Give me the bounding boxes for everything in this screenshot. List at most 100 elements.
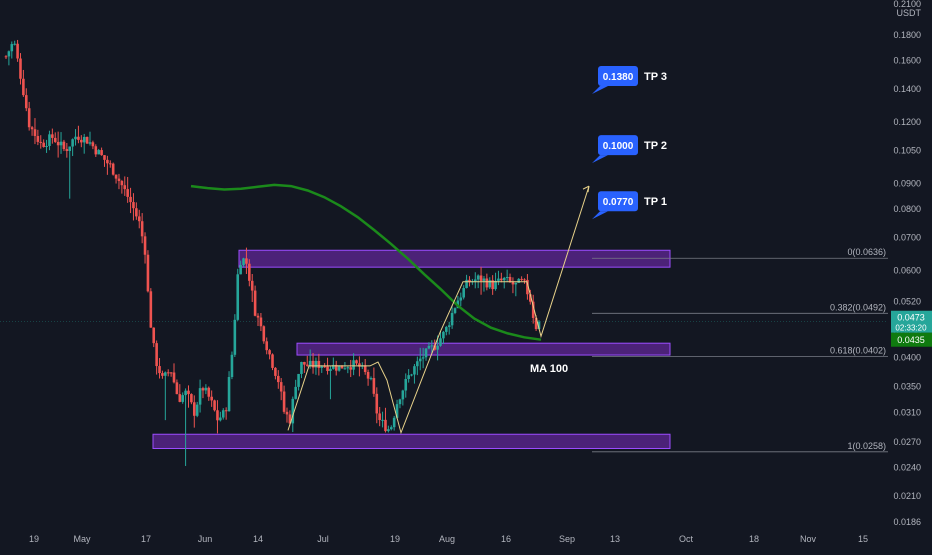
candle-body <box>68 146 72 151</box>
candle-body <box>329 368 332 371</box>
candle-body <box>172 372 176 383</box>
candle-body <box>213 400 216 411</box>
candle-body <box>158 366 161 374</box>
target-name: TP 3 <box>644 71 667 83</box>
target-value: 0.0770 <box>603 197 634 208</box>
candle-body <box>526 279 529 295</box>
candle-body <box>465 279 468 289</box>
candle-body <box>250 280 254 291</box>
current-price-tag <box>891 310 932 333</box>
candle-body <box>10 44 14 52</box>
candle-body <box>88 142 92 144</box>
candle-body <box>468 279 471 283</box>
candle-body <box>421 357 425 359</box>
candle-body <box>39 141 43 143</box>
candle-body <box>97 150 100 155</box>
candle-body <box>398 399 402 405</box>
candle-body <box>436 345 439 350</box>
candle-body <box>161 373 164 376</box>
candle-body <box>33 129 37 137</box>
candle-body <box>169 372 173 374</box>
candle-body <box>485 278 489 288</box>
price-tick: 0.0700 <box>893 233 921 243</box>
candle-body <box>494 280 497 290</box>
candle-body <box>181 395 185 402</box>
candle-body <box>473 279 477 282</box>
candle-body <box>7 51 11 57</box>
candle-body <box>204 387 208 391</box>
time-tick: Nov <box>800 534 817 544</box>
candle-body <box>36 136 40 142</box>
ma-price-value: 0.0435 <box>897 335 925 345</box>
candle-body <box>445 327 448 332</box>
candle-body <box>401 390 405 400</box>
candle-body <box>537 321 541 330</box>
candle-body <box>453 308 457 313</box>
candle-body <box>242 258 245 266</box>
candles-layer <box>4 39 541 466</box>
candle-body <box>120 181 124 186</box>
candle-body <box>152 327 156 344</box>
candle-body <box>314 360 318 368</box>
candle-body <box>45 146 48 148</box>
candle-body <box>190 394 193 403</box>
candle-body <box>404 378 408 391</box>
candle-body <box>56 141 60 146</box>
candle-body <box>192 402 196 416</box>
candle-body <box>462 288 465 298</box>
candle-body <box>288 414 292 424</box>
candle-body <box>520 278 523 280</box>
candle-body <box>514 282 518 285</box>
projection-layer <box>287 185 590 435</box>
candle-body <box>166 372 170 374</box>
candle-body <box>387 429 390 432</box>
price-tick: 0.0400 <box>893 353 921 363</box>
target-pointer <box>592 86 608 95</box>
candle-body <box>358 363 361 367</box>
candle-body <box>236 274 240 320</box>
candle-body <box>476 275 480 280</box>
target-box <box>598 66 638 87</box>
candle-body <box>219 417 222 421</box>
time-tick: Jun <box>198 534 213 544</box>
candle-body <box>502 277 506 281</box>
candle-body <box>140 221 144 237</box>
support-zone-low <box>152 433 671 449</box>
candle-body <box>262 326 266 342</box>
candle-body <box>320 366 324 368</box>
candle-body <box>207 387 211 397</box>
candle-body <box>51 134 54 138</box>
candle-body <box>482 278 486 281</box>
candle-body <box>355 360 358 364</box>
price-tick: 0.1400 <box>893 84 921 94</box>
candle-body <box>48 134 51 147</box>
candle-body <box>523 279 526 281</box>
candle-body <box>427 345 431 349</box>
candle-body <box>164 372 167 376</box>
candle-body <box>534 317 538 330</box>
candle-body <box>517 278 521 283</box>
targets-layer: 0.1380 TP 3 0.1000 TP 2 0.0770 TP 1 <box>592 66 667 220</box>
time-tick: 13 <box>610 534 620 544</box>
candle-body <box>450 312 454 326</box>
target-pointer <box>592 155 608 164</box>
candle-body <box>248 263 251 281</box>
candle-body <box>77 136 80 140</box>
candle-body <box>149 291 153 328</box>
candle-body <box>424 348 428 358</box>
candle-body <box>221 410 225 418</box>
candle-body <box>279 382 283 392</box>
price-tick: 0.1200 <box>893 117 921 127</box>
target-value: 0.1380 <box>603 72 634 83</box>
candle-body <box>195 404 199 416</box>
candle-body <box>62 141 66 150</box>
candle-body <box>111 163 115 175</box>
candle-body <box>337 365 341 371</box>
price-unit: USDT <box>897 8 922 18</box>
projection-path <box>287 185 590 435</box>
candle-body <box>439 338 442 346</box>
candle-body <box>114 174 118 179</box>
